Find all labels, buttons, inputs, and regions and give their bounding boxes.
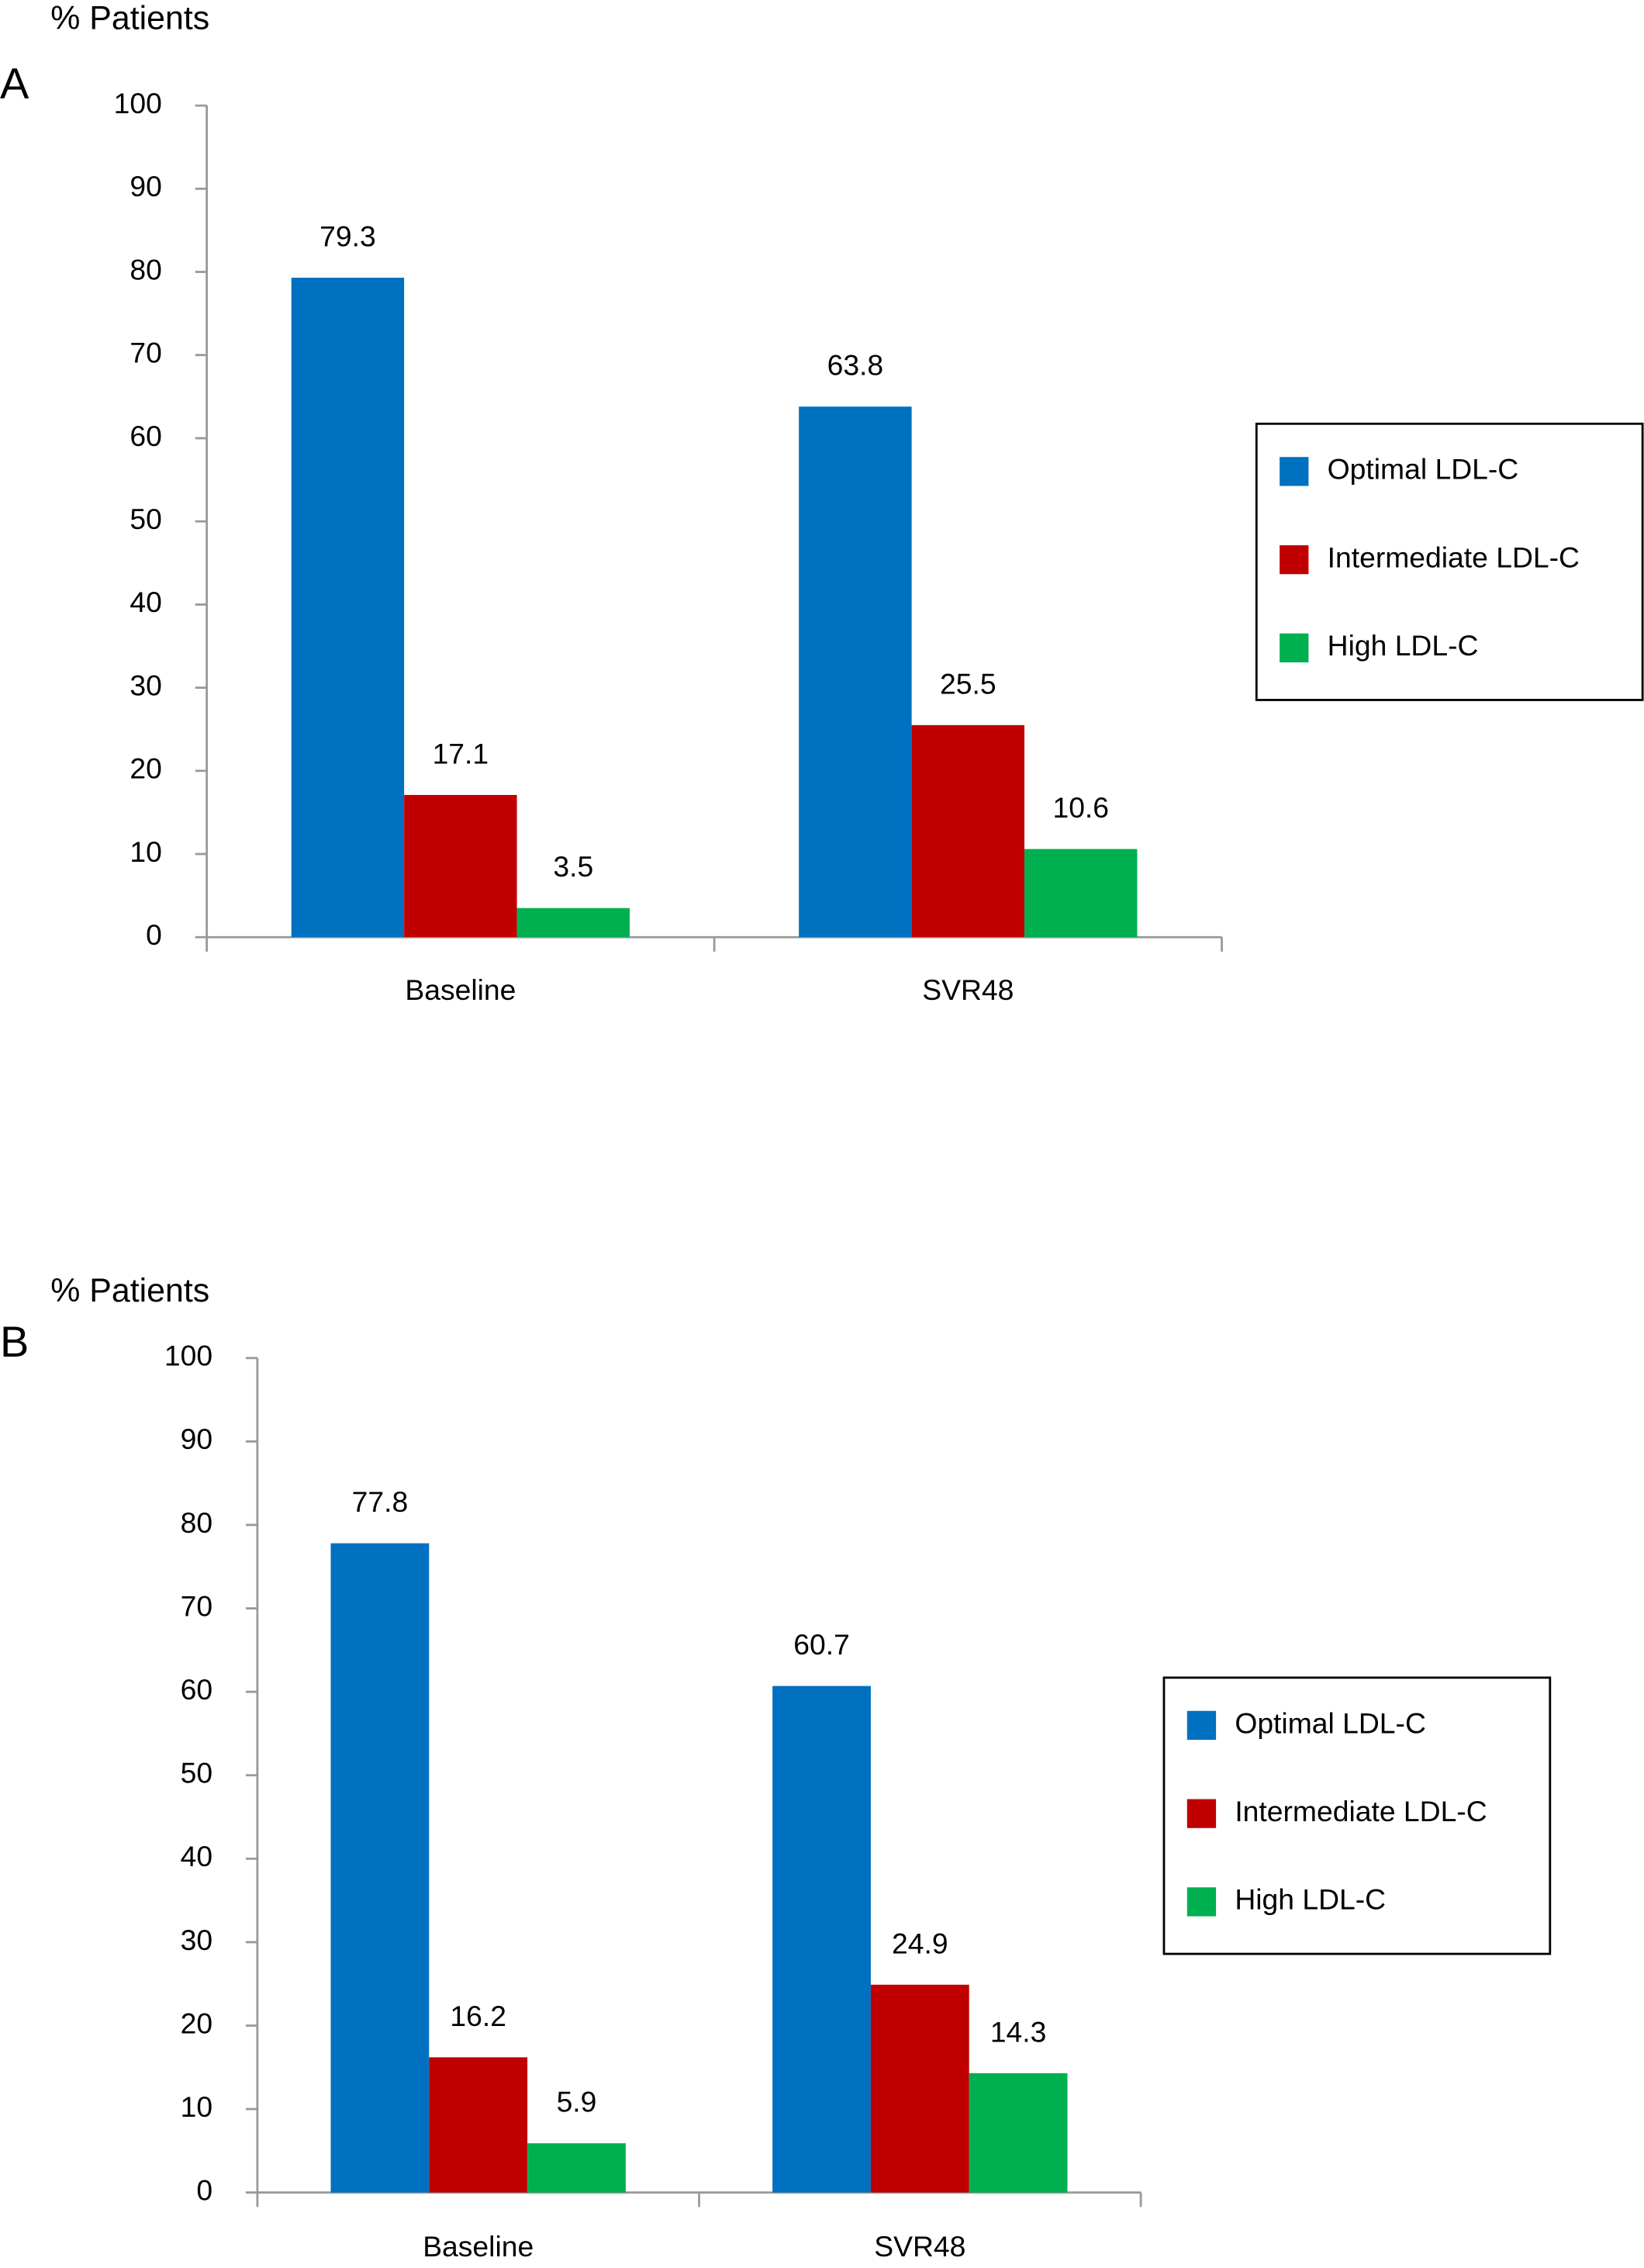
y-tick-label: 20 xyxy=(130,752,161,785)
bar xyxy=(772,1685,871,2193)
y-tick-label: 90 xyxy=(130,170,161,202)
legend-label: High LDL-C xyxy=(1235,1883,1386,1916)
panel-label: A xyxy=(0,59,29,108)
value-label: 24.9 xyxy=(892,1927,948,1959)
bar xyxy=(527,2143,626,2193)
panel-label: B xyxy=(0,1317,29,1366)
legend-swatch xyxy=(1186,1887,1217,1917)
y-axis-label: % Patients xyxy=(50,0,209,36)
y-tick-label: 50 xyxy=(130,503,161,535)
y-tick-label: 100 xyxy=(164,1340,212,1372)
bar xyxy=(969,2073,1068,2193)
value-label: 25.5 xyxy=(940,667,996,700)
bar xyxy=(291,278,405,938)
y-tick-label: 10 xyxy=(181,2090,212,2123)
y-tick-label: 10 xyxy=(130,835,161,868)
value-label: 5.9 xyxy=(557,2086,597,2118)
legend-swatch xyxy=(1186,1799,1217,1828)
bar xyxy=(1024,849,1138,938)
y-tick-label: 50 xyxy=(181,1757,212,1789)
legend-swatch xyxy=(1280,633,1309,662)
y-tick-label: 70 xyxy=(130,337,161,369)
y-tick-label: 40 xyxy=(130,586,161,618)
bar xyxy=(911,724,1025,938)
legend-label: Intermediate LDL-C xyxy=(1235,1795,1487,1827)
y-tick-label: 70 xyxy=(181,1589,212,1622)
y-tick-label: 30 xyxy=(181,1924,212,1956)
y-tick-label: 90 xyxy=(181,1423,212,1455)
legend-label: Optimal LDL-C xyxy=(1235,1706,1426,1739)
legend-box xyxy=(1162,1676,1552,1955)
x-tick-label: SVR48 xyxy=(922,973,1014,1006)
chart: A % Patients 0 10 20 30 40 50 60 70 80 90 100 Baselin… xyxy=(0,0,1644,1006)
legend-label: High LDL-C xyxy=(1328,629,1479,662)
bar xyxy=(870,1984,969,2193)
value-label: 3.5 xyxy=(553,850,593,883)
value-label: 17.1 xyxy=(433,737,489,769)
bar xyxy=(799,406,912,938)
y-tick-label: 20 xyxy=(181,2007,212,2039)
bar xyxy=(516,908,630,938)
value-label: 16.2 xyxy=(450,2000,506,2032)
value-label: 10.6 xyxy=(1052,791,1109,824)
value-label: 79.3 xyxy=(319,220,376,253)
x-tick-label: Baseline xyxy=(423,2230,534,2263)
bar xyxy=(330,1543,430,2193)
bar xyxy=(429,2057,528,2193)
y-tick-label: 60 xyxy=(130,420,161,452)
value-label: 77.8 xyxy=(352,1485,409,1518)
x-tick-label: SVR48 xyxy=(874,2230,965,2263)
legend-label: Intermediate LDL-C xyxy=(1328,541,1580,573)
y-tick-label: 40 xyxy=(181,1840,212,1872)
value-label: 14.3 xyxy=(990,2015,1047,2048)
y-tick-label: 0 xyxy=(196,2174,212,2207)
y-tick-label: 80 xyxy=(130,253,161,285)
y-tick-label: 30 xyxy=(130,669,161,701)
legend-box xyxy=(1255,422,1644,701)
value-label: 63.8 xyxy=(827,349,884,382)
x-tick-label: Baseline xyxy=(405,973,516,1006)
chart: B % Patients 0 10 20 30 40 50 60 70 80 90 100 Baselin… xyxy=(0,1272,1552,2263)
legend-label: Optimal LDL-C xyxy=(1328,453,1519,486)
legend-swatch xyxy=(1186,1710,1217,1741)
y-axis-label: % Patients xyxy=(50,1272,209,1309)
bar xyxy=(404,794,517,938)
legend-swatch xyxy=(1280,457,1309,486)
y-tick-label: 80 xyxy=(181,1506,212,1539)
y-tick-label: 0 xyxy=(146,918,162,951)
value-label: 60.7 xyxy=(793,1628,850,1661)
legend-swatch xyxy=(1280,545,1309,575)
y-tick-label: 100 xyxy=(114,87,162,119)
y-tick-label: 60 xyxy=(181,1673,212,1706)
